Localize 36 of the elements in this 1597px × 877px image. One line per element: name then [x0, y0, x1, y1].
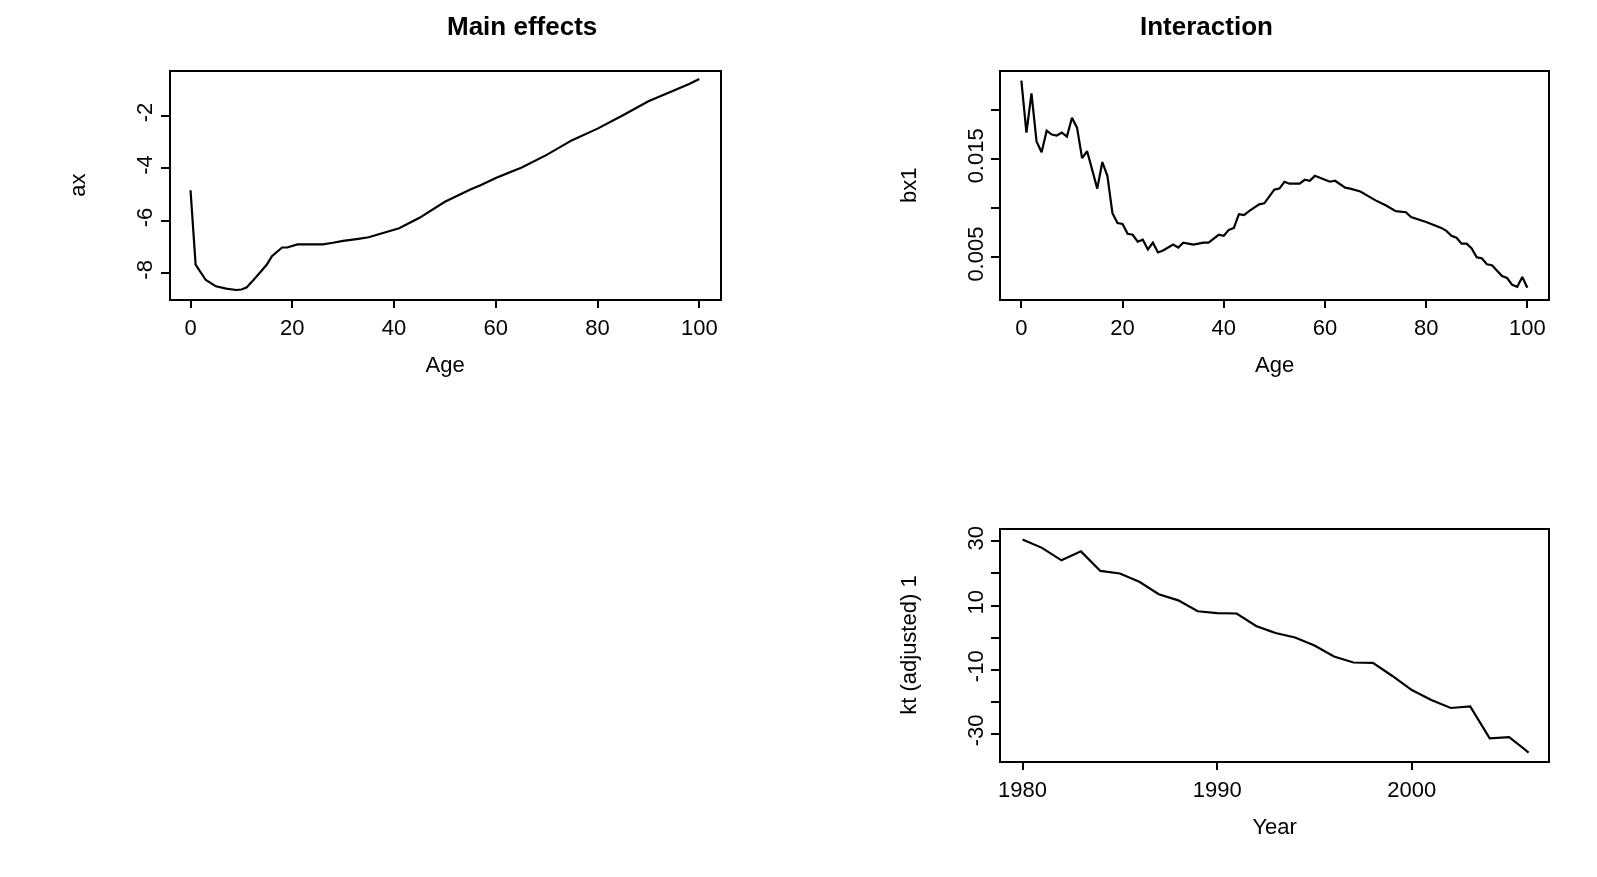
x-tick-label: 0 — [1015, 314, 1028, 340]
x-tick-label: 40 — [1211, 314, 1236, 340]
y-axis-title: ax — [65, 173, 91, 197]
chart-title: Main effects — [447, 11, 598, 41]
y-tick-label: -8 — [132, 260, 158, 280]
line-series — [1021, 538, 1530, 754]
line-series — [189, 77, 701, 292]
x-tick-label: 20 — [280, 314, 305, 340]
x-tick-label: 20 — [1110, 314, 1135, 340]
x-tick-label: 60 — [1312, 314, 1338, 340]
y-axis-title: kt (adjusted) 1 — [895, 575, 921, 715]
y-tick-label: -30 — [962, 714, 988, 747]
y-tick-label: -6 — [132, 207, 158, 228]
line-series — [1020, 79, 1529, 289]
y-tick-label: -2 — [132, 102, 158, 123]
y-tick-label: 30 — [962, 525, 988, 551]
y-tick-label: -4 — [132, 155, 158, 175]
x-tick-label: 80 — [585, 314, 610, 340]
x-axis-title: Age — [425, 352, 465, 378]
x-axis-title: Year — [1252, 814, 1297, 840]
x-tick-label: 2000 — [1387, 776, 1437, 802]
x-tick-label: 40 — [381, 314, 407, 340]
y-tick-label: 0.005 — [962, 226, 988, 282]
y-tick-label: 10 — [962, 589, 988, 615]
x-tick-label: 60 — [483, 314, 509, 340]
x-tick-label: 0 — [184, 314, 197, 340]
x-tick-label: 80 — [1413, 314, 1439, 340]
y-tick-label: -10 — [962, 650, 988, 683]
x-tick-label: 1990 — [1192, 776, 1242, 802]
y-tick-label: 0.015 — [962, 128, 988, 184]
y-axis-title: bx1 — [895, 167, 921, 203]
x-axis-title: Age — [1255, 352, 1295, 378]
x-tick-label: 100 — [680, 314, 718, 340]
x-tick-label: 1980 — [998, 776, 1048, 802]
x-tick-label: 100 — [1508, 314, 1546, 340]
chart-title: Interaction — [1140, 11, 1273, 41]
